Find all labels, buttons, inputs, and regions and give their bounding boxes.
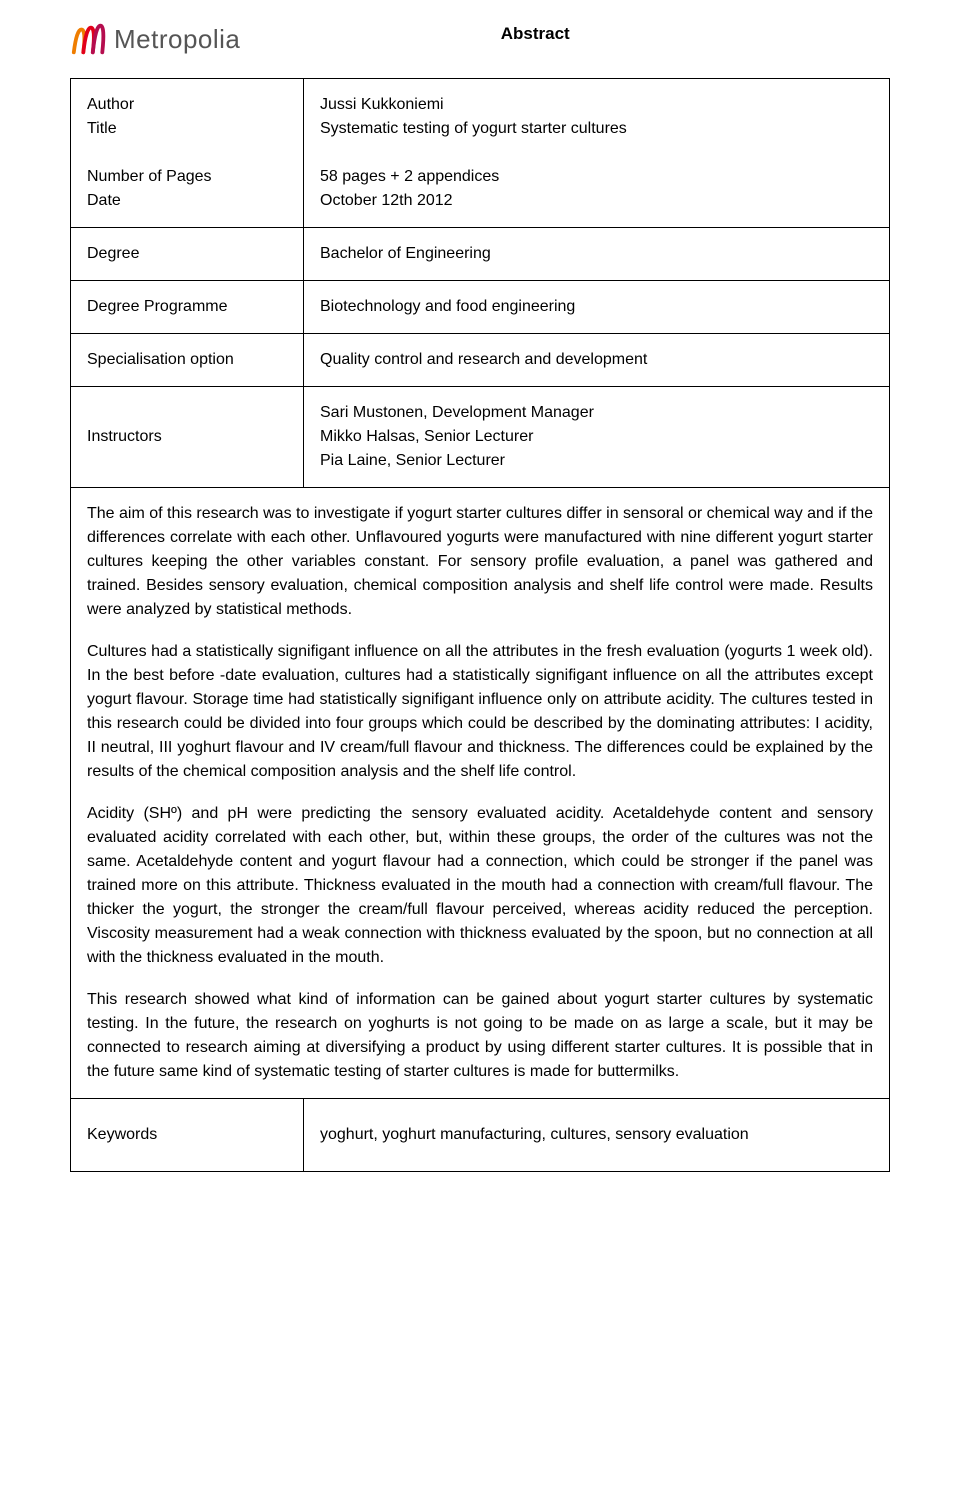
value-instructors: Sari Mustonen, Development Manager Mikko…: [304, 387, 890, 488]
label-specialisation: Specialisation option: [71, 334, 304, 387]
instructor-1: Sari Mustonen, Development Manager: [320, 404, 594, 421]
row-keywords: Keywords yoghurt, yoghurt manufacturing,…: [71, 1099, 890, 1172]
paragraph-3: Acidity (SHº) and pH were predicting the…: [87, 802, 873, 970]
row-programme: Degree Programme Biotechnology and food …: [71, 281, 890, 334]
paragraph-2: Cultures had a statistically signifigant…: [87, 640, 873, 784]
label-programme: Degree Programme: [71, 281, 304, 334]
header-row: Metropolia Abstract: [70, 20, 890, 58]
row-body: The aim of this research was to investig…: [71, 488, 890, 1099]
row-author-title: Author Title Number of Pages Date Jussi …: [71, 79, 890, 228]
value-specialisation: Quality control and research and develop…: [304, 334, 890, 387]
label-instructors: Instructors: [71, 387, 304, 488]
label-date: Date: [87, 192, 121, 209]
label-cell: Author Title Number of Pages Date: [71, 79, 304, 228]
label-author: Author: [87, 96, 134, 113]
metropolia-logo-icon: [70, 20, 108, 58]
abstract-body: The aim of this research was to investig…: [71, 488, 890, 1099]
value-keywords: yoghurt, yoghurt manufacturing, cultures…: [304, 1099, 890, 1172]
label-degree: Degree: [71, 228, 304, 281]
paragraph-1: The aim of this research was to investig…: [87, 502, 873, 622]
metadata-table: Author Title Number of Pages Date Jussi …: [70, 78, 890, 1172]
value-degree: Bachelor of Engineering: [304, 228, 890, 281]
label-keywords: Keywords: [71, 1099, 304, 1172]
value-cell: Jussi Kukkoniemi Systematic testing of y…: [304, 79, 890, 228]
instructor-2: Mikko Halsas, Senior Lecturer: [320, 428, 533, 445]
row-specialisation: Specialisation option Quality control an…: [71, 334, 890, 387]
row-instructors: Instructors Sari Mustonen, Development M…: [71, 387, 890, 488]
instructor-3: Pia Laine, Senior Lecturer: [320, 452, 505, 469]
label-title: Title: [87, 120, 117, 137]
row-degree: Degree Bachelor of Engineering: [71, 228, 890, 281]
value-author: Jussi Kukkoniemi: [320, 96, 444, 113]
paragraph-4: This research showed what kind of inform…: [87, 988, 873, 1084]
value-title: Systematic testing of yogurt starter cul…: [320, 120, 627, 137]
label-pages: Number of Pages: [87, 168, 212, 185]
value-date: October 12th 2012: [320, 192, 453, 209]
page: Metropolia Abstract Author Title Number …: [0, 0, 960, 1212]
abstract-heading: Abstract: [180, 20, 890, 44]
value-pages: 58 pages + 2 appendices: [320, 168, 499, 185]
value-programme: Biotechnology and food engineering: [304, 281, 890, 334]
